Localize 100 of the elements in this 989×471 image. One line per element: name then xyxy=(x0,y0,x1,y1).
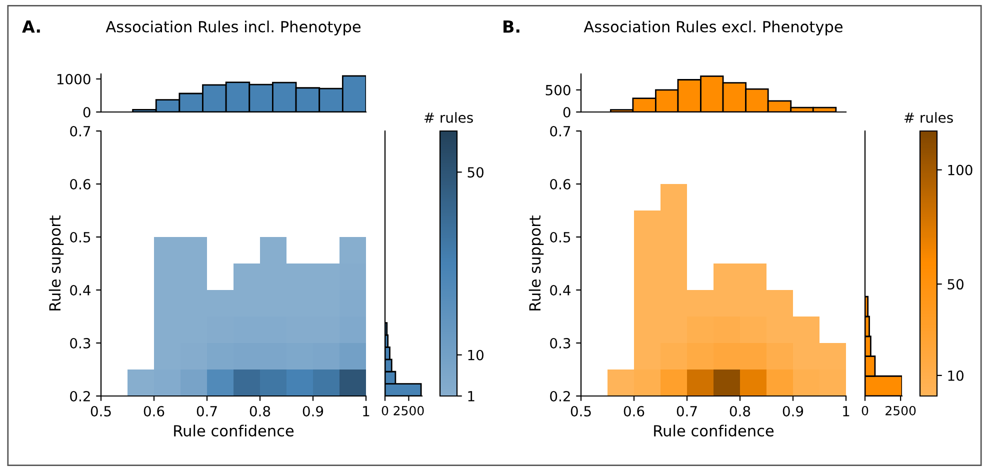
x-tick-label: 0 xyxy=(382,406,388,416)
point xyxy=(634,343,660,370)
point xyxy=(634,237,660,264)
x-tick-label: 0.6 xyxy=(144,406,164,416)
point xyxy=(714,343,740,370)
point xyxy=(660,237,687,264)
x-tick-label: 0.8 xyxy=(250,406,270,416)
x-axis-title: Rule confidence xyxy=(654,424,774,437)
point xyxy=(634,210,660,237)
point xyxy=(660,370,687,396)
point xyxy=(180,370,207,396)
point xyxy=(313,264,340,290)
point xyxy=(660,290,687,316)
color-bar-label: 50 xyxy=(468,167,484,178)
point xyxy=(154,316,180,343)
point xyxy=(234,370,260,396)
text: B. xyxy=(504,20,520,33)
point xyxy=(634,370,660,396)
point xyxy=(687,316,714,343)
x-tick-label: 0.9 xyxy=(782,406,804,416)
point xyxy=(766,316,793,343)
point xyxy=(234,290,260,316)
point xyxy=(634,316,660,343)
point xyxy=(687,343,714,370)
point xyxy=(154,343,180,370)
color-bar-title: # rules xyxy=(904,112,953,123)
y-tick-label: 0.7 xyxy=(550,126,570,136)
y-tick-label: 0.2 xyxy=(70,390,90,402)
point xyxy=(313,343,340,370)
point xyxy=(634,290,660,316)
color-bar-label: 100 xyxy=(948,164,972,176)
y-tick-label: 0.6 xyxy=(70,178,90,190)
y-tick-label: 0.3 xyxy=(70,338,90,348)
point xyxy=(128,370,154,396)
color-bar-label: 10 xyxy=(468,350,484,360)
point xyxy=(340,370,366,396)
point xyxy=(740,370,766,396)
x-tick-label: 0 xyxy=(862,406,868,416)
point xyxy=(180,237,207,264)
y-tick-label: 0.4 xyxy=(70,284,90,296)
point xyxy=(154,264,180,290)
point xyxy=(608,370,634,396)
point xyxy=(340,343,366,370)
point xyxy=(154,370,180,396)
point xyxy=(286,370,313,396)
point xyxy=(260,264,286,290)
x-tick-label: 1 xyxy=(363,406,370,416)
point xyxy=(714,370,740,396)
point xyxy=(766,370,793,396)
x-tick-label: 0.8 xyxy=(730,406,750,416)
x-tick-label: 0.5 xyxy=(90,406,111,416)
point xyxy=(180,264,207,290)
y-tick-label: 500 xyxy=(546,84,570,96)
y-axis-title: Rule support xyxy=(48,215,64,310)
x-tick-label: 2500 xyxy=(394,406,424,416)
point xyxy=(660,184,687,210)
y-tick-label: 0.3 xyxy=(550,338,570,348)
point xyxy=(234,264,260,290)
point xyxy=(260,237,286,264)
point xyxy=(660,210,687,237)
point xyxy=(340,264,366,290)
y-tick-label: 0.5 xyxy=(70,232,90,242)
y-tick-label: 0.6 xyxy=(550,178,570,190)
y-tick-label: 0.5 xyxy=(550,232,570,242)
point xyxy=(793,343,820,370)
point xyxy=(740,264,766,290)
point xyxy=(793,316,820,343)
x-tick-label: 1 xyxy=(843,406,850,416)
x-tick-label: 0.6 xyxy=(624,406,644,416)
point xyxy=(234,343,260,370)
chart-title: Association Rules incl. Phenotype xyxy=(106,20,361,36)
point xyxy=(687,290,714,316)
point xyxy=(660,264,687,290)
x-tick-label: 2500 xyxy=(886,406,916,416)
y-tick-label: 0.2 xyxy=(550,390,570,402)
point xyxy=(740,290,766,316)
point xyxy=(714,290,740,316)
point xyxy=(207,370,234,396)
x-tick-label: 0.5 xyxy=(570,406,591,416)
color-bar-label: 1 xyxy=(468,391,474,402)
point xyxy=(207,290,234,316)
point xyxy=(340,290,366,316)
y-tick-label: 0 xyxy=(563,106,570,118)
point xyxy=(340,316,366,343)
y-tick-label: 0.4 xyxy=(550,284,570,296)
y-tick-label: 1000 xyxy=(57,74,90,84)
y-tick-label: 0.7 xyxy=(70,126,90,136)
color-bar-title: # rules xyxy=(424,112,473,123)
y-axis-title: Rule support xyxy=(528,215,544,310)
point xyxy=(766,343,793,370)
point xyxy=(820,370,846,396)
point xyxy=(820,343,846,370)
y-tick-label: 0 xyxy=(83,106,90,118)
point xyxy=(740,316,766,343)
point xyxy=(286,343,313,370)
x-tick-label: 0.9 xyxy=(302,406,324,416)
point xyxy=(180,290,207,316)
x-axis-title: Rule confidence xyxy=(174,424,294,437)
point xyxy=(154,290,180,316)
point xyxy=(207,343,234,370)
